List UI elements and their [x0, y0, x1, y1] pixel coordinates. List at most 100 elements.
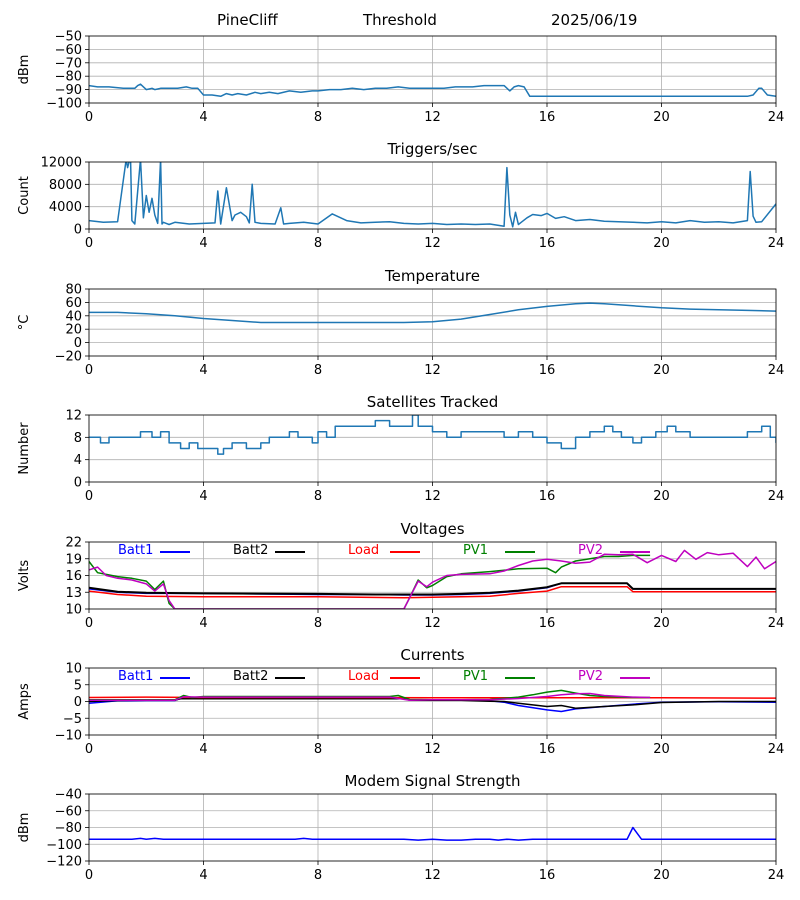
y-tick-label: −40 — [55, 788, 82, 803]
x-tick-label: 12 — [424, 236, 441, 251]
y-tick-label: −10 — [55, 729, 82, 744]
y-tick-label: 13 — [65, 586, 82, 601]
x-tick-label: 0 — [85, 363, 93, 378]
x-tick-label: 24 — [768, 489, 785, 504]
series-pv2 — [89, 549, 776, 609]
y-tick-label: 40 — [65, 309, 82, 324]
y-tick-label: −100 — [46, 97, 82, 112]
header-station: PineCliff — [217, 11, 278, 29]
x-tick-label: 8 — [314, 110, 322, 125]
x-tick-label: 16 — [539, 742, 556, 757]
y-tick-label: 12 — [65, 409, 82, 424]
y-tick-label: 80 — [65, 283, 82, 298]
y-tick-label: 10 — [65, 603, 82, 618]
y-tick-label: 10 — [65, 662, 82, 677]
y-tick-label: −50 — [55, 30, 82, 45]
y-tick-label: 0 — [74, 695, 82, 710]
x-tick-label: 20 — [653, 110, 670, 125]
y-axis-label: dBm — [17, 813, 32, 843]
x-tick-label: 0 — [85, 236, 93, 251]
y-tick-label: −80 — [55, 821, 82, 836]
y-tick-label: 8 — [74, 431, 82, 446]
chart-panel-1: 0 4 8 12 16 20 24 0 4000 8000 12000 Count Triggers/s… — [17, 140, 784, 251]
x-tick-label: 16 — [539, 236, 556, 251]
series-group — [89, 549, 776, 609]
x-tick-label: 20 — [653, 868, 670, 883]
x-tick-label: 12 — [424, 868, 441, 883]
x-tick-label: 8 — [314, 868, 322, 883]
x-tick-label: 8 — [314, 236, 322, 251]
x-tick-label: 4 — [199, 489, 207, 504]
y-tick-label: 8000 — [49, 178, 82, 193]
x-tick-label: 24 — [768, 236, 785, 251]
y-axis-label: °C — [17, 315, 32, 331]
legend-label-batt2: Batt2 — [233, 669, 268, 684]
y-axis-label: dBm — [17, 55, 32, 85]
y-tick-label: 16 — [65, 569, 82, 584]
y-axis-label: Count — [17, 176, 32, 215]
chart-title: Voltages — [400, 520, 464, 538]
x-tick-label: 8 — [314, 616, 322, 631]
x-tick-label: 24 — [768, 363, 785, 378]
y-tick-label: −70 — [55, 56, 82, 71]
header-date: 2025/06/19 — [551, 11, 638, 29]
x-tick-label: 8 — [314, 489, 322, 504]
y-tick-label: 19 — [65, 552, 82, 567]
series-line — [89, 162, 776, 228]
chart-panel-3: 0 4 8 12 16 20 24 0 4 8 12 Number Satellites Tracked — [17, 393, 784, 504]
x-tick-label: 0 — [85, 742, 93, 757]
x-tick-label: 12 — [424, 489, 441, 504]
y-tick-label: −20 — [55, 350, 82, 365]
series-group — [89, 826, 776, 841]
x-tick-label: 24 — [768, 868, 785, 883]
x-tick-label: 0 — [85, 616, 93, 631]
legend-label-pv1: PV1 — [463, 669, 488, 684]
y-axis-label: Volts — [17, 560, 32, 592]
x-tick-label: 16 — [539, 363, 556, 378]
chart-title: Satellites Tracked — [367, 393, 498, 411]
y-tick-label: 4 — [74, 453, 82, 468]
legend-label-pv2: PV2 — [578, 543, 603, 558]
series-batt2 — [89, 582, 776, 596]
series-line — [89, 302, 776, 324]
x-tick-label: 12 — [424, 742, 441, 757]
legend-label-load: Load — [348, 669, 379, 684]
chart-title: Temperature — [384, 267, 480, 285]
x-tick-label: 24 — [768, 616, 785, 631]
x-tick-label: 4 — [199, 616, 207, 631]
series-line — [89, 83, 776, 98]
series-load — [89, 585, 776, 599]
x-tick-label: 20 — [653, 616, 670, 631]
y-tick-label: 20 — [65, 323, 82, 338]
legend-label-load: Load — [348, 543, 379, 558]
y-tick-label: 4000 — [49, 200, 82, 215]
legend-label-batt1: Batt1 — [118, 543, 153, 558]
y-tick-label: 0 — [74, 476, 82, 491]
x-tick-label: 20 — [653, 363, 670, 378]
x-tick-label: 0 — [85, 110, 93, 125]
x-tick-label: 12 — [424, 110, 441, 125]
series-group — [89, 415, 776, 455]
y-tick-label: 5 — [74, 678, 82, 693]
series-pv2 — [89, 692, 651, 701]
x-tick-label: 16 — [539, 616, 556, 631]
x-tick-label: 0 — [85, 868, 93, 883]
x-tick-label: 0 — [85, 489, 93, 504]
series-group — [89, 83, 776, 98]
y-tick-label: −100 — [46, 838, 82, 853]
y-tick-label: 0 — [74, 336, 82, 351]
series-line — [89, 415, 776, 455]
chart-title: Modem Signal Strength — [345, 772, 521, 790]
x-tick-label: 12 — [424, 616, 441, 631]
y-tick-label: −90 — [55, 83, 82, 98]
x-tick-label: 4 — [199, 110, 207, 125]
x-tick-label: 16 — [539, 489, 556, 504]
x-tick-label: 24 — [768, 110, 785, 125]
x-tick-label: 4 — [199, 363, 207, 378]
x-tick-label: 20 — [653, 236, 670, 251]
series-pv1 — [89, 554, 651, 609]
chart-title: Triggers/sec — [387, 140, 478, 158]
